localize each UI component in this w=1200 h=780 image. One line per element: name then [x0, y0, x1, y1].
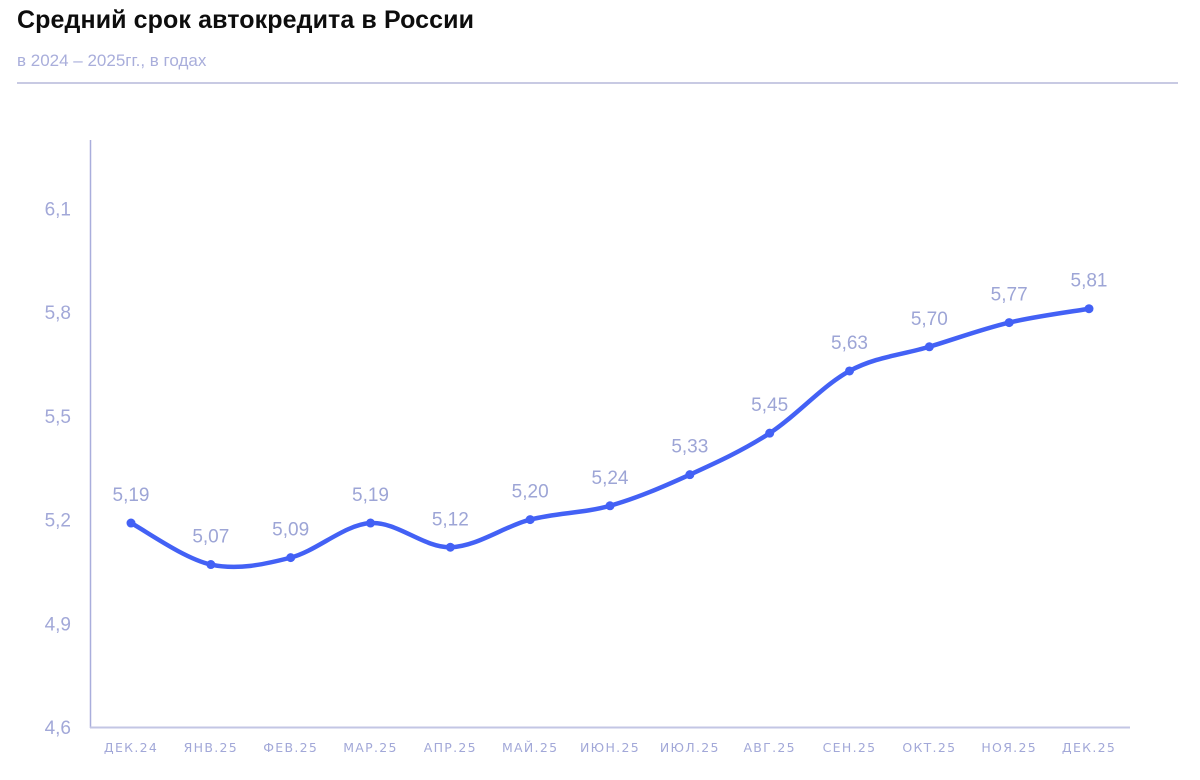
x-tick-label: НОЯ.25	[981, 740, 1037, 755]
x-tick-label: ЯНВ.25	[184, 740, 238, 755]
data-label: 5,81	[1071, 271, 1108, 292]
data-label: 5,09	[272, 520, 309, 541]
data-label: 5,70	[911, 309, 948, 330]
data-label: 5,19	[113, 485, 150, 506]
x-tick-label: АПР.25	[424, 740, 477, 755]
chart-subtitle: в 2024 – 2025гг., в годах	[17, 51, 207, 70]
data-point-marker	[445, 542, 455, 552]
x-tick-labels: ДЕК.24 ЯНВ.25 ФЕВ.25 МАР.25 АПР.25 МАЙ.25 ИЮН.…	[104, 740, 1116, 755]
data-label: 5,20	[512, 482, 549, 503]
data-point-marker	[1084, 304, 1094, 314]
data-point-marker	[366, 518, 375, 528]
data-point-marker	[206, 560, 216, 570]
y-tick-label: 5,5	[45, 407, 71, 428]
x-tick-label: МАР.25	[343, 740, 398, 755]
data-label: 5,07	[192, 527, 229, 548]
data-label: 5,19	[352, 485, 389, 506]
y-tick-label: 5,8	[45, 303, 71, 324]
data-point-marker	[525, 515, 535, 525]
data-point-markers	[126, 304, 1094, 570]
data-point-marker	[1004, 318, 1014, 328]
x-tick-label: ФЕВ.25	[263, 740, 318, 755]
x-tick-label: АВГ.25	[743, 740, 795, 755]
data-point-marker	[765, 428, 775, 438]
data-point-marker	[605, 501, 615, 511]
x-tick-label: ИЮН.25	[580, 740, 640, 755]
y-tick-label: 6,1	[45, 200, 71, 221]
y-tick-label: 5,2	[45, 511, 71, 532]
x-tick-label: СЕН.25	[823, 740, 877, 755]
data-point-marker	[286, 553, 296, 563]
x-tick-label: ОКТ.25	[902, 740, 956, 755]
y-tick-label: 4,6	[45, 718, 71, 739]
data-label: 5,24	[592, 468, 629, 489]
x-tick-label: ИЮЛ.25	[660, 740, 720, 755]
data-label: 5,12	[432, 509, 469, 530]
x-tick-label: МАЙ.25	[502, 740, 558, 755]
y-tick-labels: 4,6 4,9 5,2 5,5 5,8 6,1	[45, 200, 71, 740]
header-divider	[17, 82, 1178, 84]
data-label: 5,33	[671, 437, 708, 458]
data-label: 5,45	[751, 395, 788, 416]
x-tick-label: ДЕК.25	[1062, 740, 1116, 755]
chart-title: Средний срок автокредита в России	[17, 6, 475, 34]
y-tick-label: 4,9	[45, 614, 71, 635]
data-point-marker	[924, 342, 934, 352]
data-point-marker	[126, 518, 136, 528]
data-label: 5,63	[831, 333, 868, 354]
data-labels: 5,19 5,07 5,09 5,19 5,12 5,20 5,24 5,33 5,45 5,63…	[113, 271, 1108, 548]
data-point-marker	[685, 470, 695, 480]
data-label: 5,77	[991, 285, 1028, 306]
x-tick-label: ДЕК.24	[104, 740, 158, 755]
data-point-marker	[845, 366, 854, 376]
